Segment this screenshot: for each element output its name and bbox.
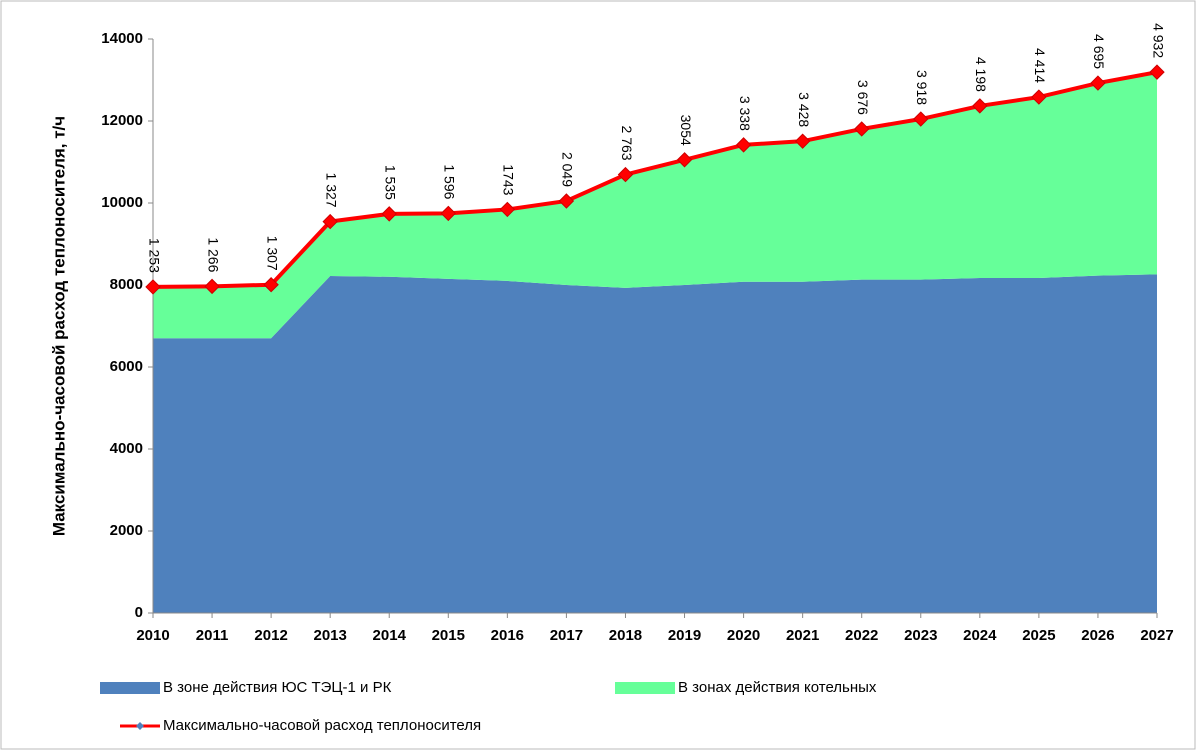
x-tick-label: 2016 [491,627,524,644]
x-tick-label: 2022 [845,627,878,644]
data-label: 1 535 [383,165,399,200]
data-label: 1 253 [146,238,162,273]
data-label: 3 338 [737,96,753,131]
data-label: 3054 [678,115,694,146]
legend-label: В зонах действия котельных [678,679,877,696]
y-tick-label: 10000 [101,194,143,211]
x-tick-label: 2015 [432,627,465,644]
marker [1149,64,1165,80]
area [153,72,1157,339]
marker [381,206,397,222]
x-tick-label: 2017 [550,627,583,644]
x-tick-label: 2019 [668,627,701,644]
data-label: 4 932 [1150,23,1166,58]
x-tick-label: 2027 [1140,627,1173,644]
y-tick-label: 0 [135,604,143,621]
data-label: 3 676 [855,80,871,115]
legend-swatch [100,682,160,694]
data-label: 4 198 [973,57,989,92]
legend-marker [136,722,144,730]
marker [676,152,693,168]
y-tick-label: 6000 [110,358,143,375]
marker [440,205,457,222]
data-label: 1 596 [442,164,458,199]
data-label: 2 763 [619,126,635,161]
data-label: 1 266 [205,237,221,272]
marker [1031,89,1047,105]
line [152,70,1158,289]
legend-label: Максимально-часовой расход теплоносителя [163,717,481,734]
marker [617,166,634,183]
x-tick-label: 2010 [136,627,169,644]
x-tick-label: 2014 [373,627,407,644]
marker [1090,75,1106,91]
x-tick-label: 2026 [1081,627,1114,644]
data-label: 1 327 [323,173,339,208]
data-label: 2 049 [560,152,576,187]
marker [558,193,575,209]
x-tick-label: 2025 [1022,627,1055,644]
data-label: 4 695 [1091,34,1107,69]
marker [794,133,811,149]
data-label: 3 918 [914,70,930,105]
y-tick-label: 2000 [110,522,143,539]
data-label: 1 307 [264,236,280,271]
marker [263,277,279,293]
legend-swatch [615,682,675,694]
x-tick-label: 2018 [609,627,642,644]
x-tick-label: 2021 [786,627,819,644]
data-label: 1743 [501,164,517,195]
marker [322,213,338,230]
y-tick-label: 4000 [110,440,143,457]
marker [145,279,161,295]
data-label: 4 414 [1032,48,1048,83]
x-tick-label: 2012 [254,627,287,644]
y-axis-label: Максимально-часовой расход теплоносителя… [49,116,68,536]
x-tick-label: 2011 [196,627,229,644]
x-tick-label: 2024 [963,627,997,644]
y-tick-label: 12000 [101,112,143,129]
x-tick-label: 2013 [313,627,346,644]
x-tick-label: 2023 [904,627,937,644]
marker [204,278,220,295]
marker [735,137,752,153]
marker [972,98,988,114]
y-tick-label: 8000 [110,276,143,293]
area [153,274,1157,613]
marker [499,201,516,218]
x-tick-label: 2020 [727,627,760,644]
marker [913,111,929,127]
marker [853,121,870,137]
y-tick-label: 14000 [101,30,143,47]
legend-label: В зоне действия ЮС ТЭЦ-1 и РК [163,679,392,696]
data-label: 3 428 [796,92,812,127]
